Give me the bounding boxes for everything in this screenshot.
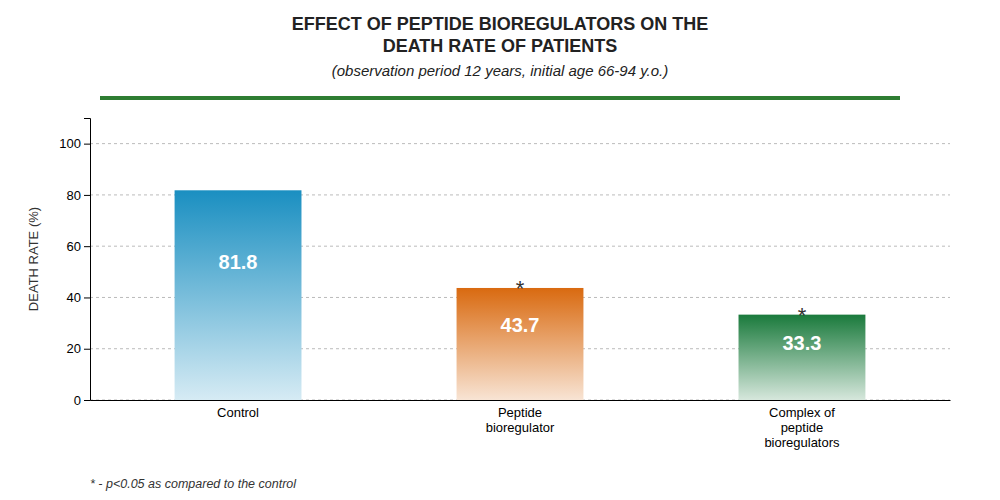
title: EFFECT OF PEPTIDE BIOREGULATORS ON THEDE…: [292, 14, 708, 56]
annotation: *: [516, 276, 525, 301]
y-tick: 100: [59, 136, 90, 151]
data-labels: 81.8 43.7 33.3: [219, 251, 822, 354]
title-line: DEATH RATE OF PATIENTS: [383, 36, 618, 56]
x-tick: Peptidebioregulator: [486, 405, 555, 435]
chart-svg: EFFECT OF PEPTIDE BIOREGULATORS ON THEDE…: [0, 0, 1000, 500]
annotation: *: [798, 303, 807, 328]
bar: [457, 288, 584, 400]
y-tick-mark: [84, 349, 90, 350]
separator: [100, 96, 900, 100]
chart-container: EFFECT OF PEPTIDE BIOREGULATORS ON THEDE…: [0, 0, 1000, 500]
y-tick-mark: [84, 144, 90, 145]
y-tick: 20: [67, 341, 90, 356]
y-tick: 0: [74, 393, 90, 408]
y-axis-line: [84, 119, 91, 401]
y-axis: 0 20 40 60 80 100: [59, 119, 90, 408]
x-tick-label-line: peptide: [781, 420, 824, 435]
y-tick-mark: [84, 246, 90, 247]
y-axis-title: DEATH RATE (%): [26, 207, 41, 311]
y-tick: 80: [67, 188, 90, 203]
x-axis: Control Peptidebioregulator Complex ofpept…: [91, 401, 951, 451]
grid: [90, 144, 950, 400]
bars: [175, 190, 866, 400]
x-axis-line: [91, 400, 951, 401]
x-tick-label-line: Peptide: [498, 405, 542, 420]
y-tick-mark: [84, 195, 90, 196]
subtitle: (observation period 12 years, initial ag…: [332, 62, 669, 79]
plot-area: 020406080100ControlPeptidebioregulatorCo…: [26, 119, 951, 451]
x-tick: Complex ofpeptidebioregulators: [764, 405, 840, 450]
bar: [175, 190, 302, 400]
x-tick-label: Complex ofpeptidebioregulators: [764, 405, 840, 450]
x-tick: Control: [217, 405, 259, 420]
y-tick-mark: [84, 400, 90, 401]
x-tick-label-line: bioregulator: [486, 420, 555, 435]
y-tick: 60: [67, 239, 90, 254]
annotations: **: [516, 276, 807, 328]
y-tick-label: 60: [67, 239, 81, 254]
x-tick-label: Control: [217, 405, 259, 420]
data-label: 33.3: [782, 332, 821, 354]
data-label: 81.8: [219, 251, 258, 273]
y-tick-label: 0: [74, 393, 81, 408]
y-tick-label: 40: [67, 290, 81, 305]
x-tick-label-line: bioregulators: [764, 435, 840, 450]
x-tick-label-line: Complex of: [769, 405, 835, 420]
y-tick-label: 20: [67, 341, 81, 356]
y-tick-label: 100: [59, 136, 81, 151]
y-tick-label: 80: [67, 188, 81, 203]
y-tick-mark: [84, 297, 90, 298]
grid-line: [90, 143, 950, 144]
x-tick-label: Peptidebioregulator: [486, 405, 555, 435]
x-tick-label-line: Control: [217, 405, 259, 420]
data-label: 43.7: [501, 314, 540, 336]
footnote: * - p<0.05 as compared to the control: [90, 477, 297, 491]
title-line: EFFECT OF PEPTIDE BIOREGULATORS ON THE: [292, 14, 708, 34]
y-tick: 40: [67, 290, 90, 305]
